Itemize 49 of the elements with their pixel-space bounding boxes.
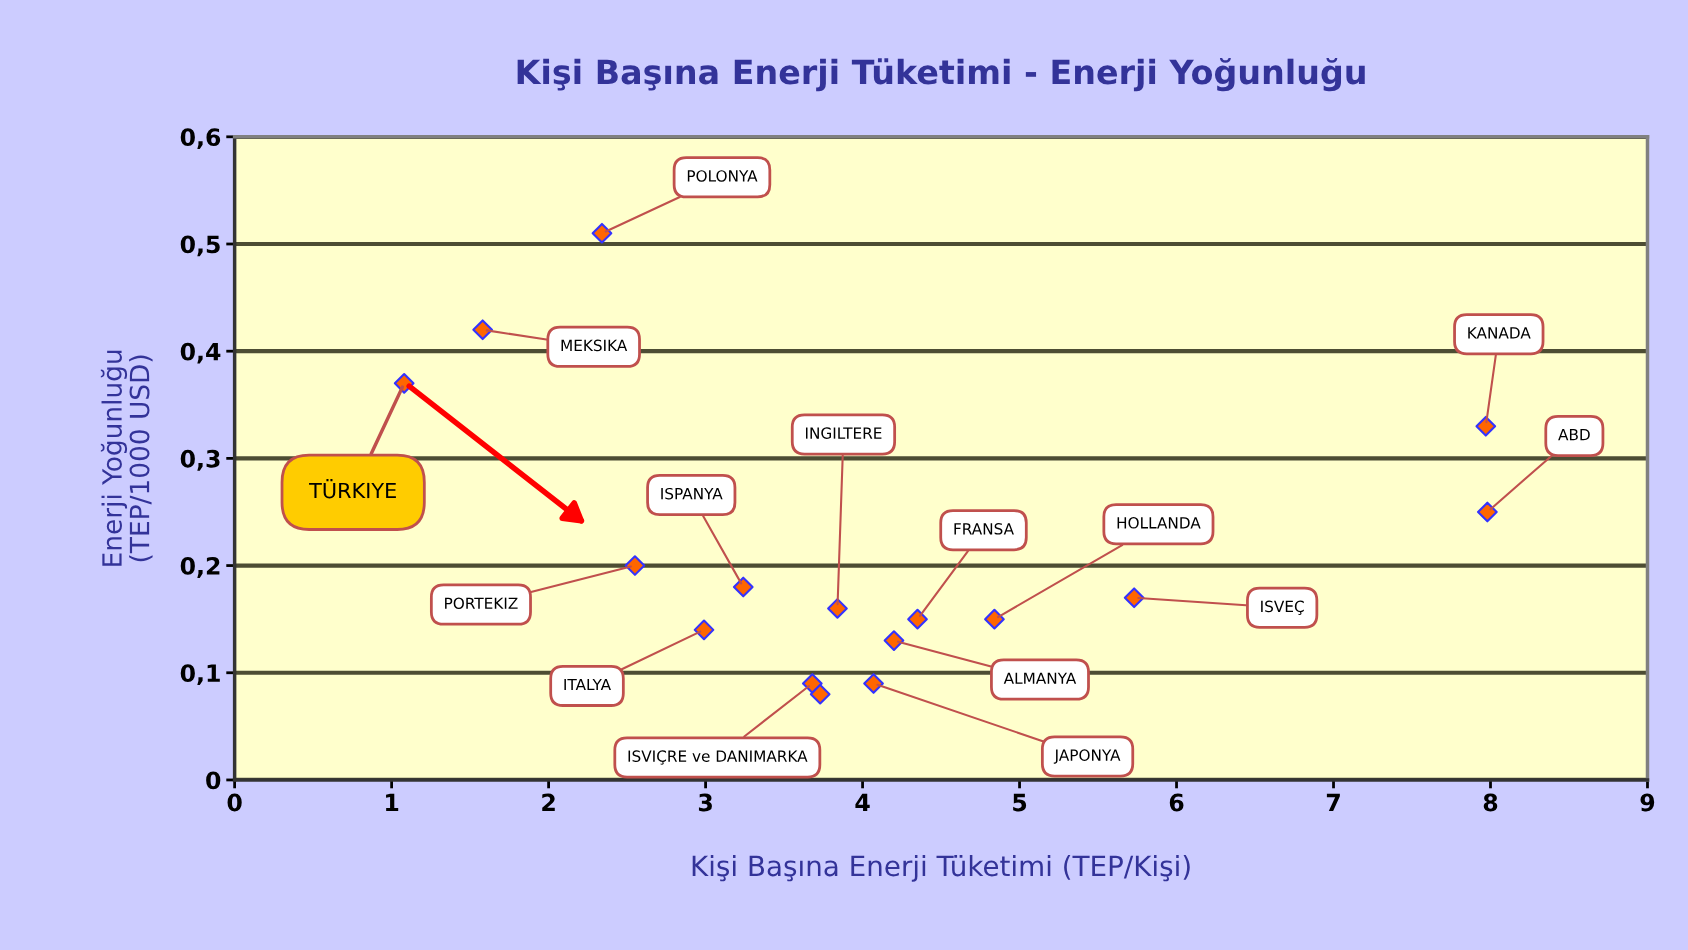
x-axis-title: Kişi Başına Enerji Tüketimi (TEP/Kişi) xyxy=(692,854,1190,882)
annotation: MEKSIKA xyxy=(561,339,628,352)
x-tick-label: 1 xyxy=(386,793,399,812)
y-tick-label: 0,5 xyxy=(180,235,220,257)
x-tick-label: 8 xyxy=(1483,793,1498,812)
x-tick-label: 9 xyxy=(1640,793,1655,812)
point xyxy=(591,222,613,244)
annotation: KANADA xyxy=(1468,327,1531,339)
x-tick-label: 4 xyxy=(855,793,870,812)
point xyxy=(1477,501,1498,523)
point xyxy=(624,555,646,576)
annotation: TÜRKIYE xyxy=(309,479,396,499)
point xyxy=(827,598,848,619)
annotation: ISPANYA xyxy=(661,487,723,500)
y-tick-label: 0 xyxy=(206,771,221,790)
y-tick-label: 0,4 xyxy=(180,342,221,364)
x-tick-label: 3 xyxy=(698,793,712,812)
annotation: ISVEÇ xyxy=(1261,600,1304,615)
chart-title: Kişi Başına Enerji Tüketimi - Enerji Yoğunluğu xyxy=(517,57,1365,92)
y-tick-label: 0,2 xyxy=(180,557,220,578)
y-axis-title: Enerji Yoğunluğu (TEP/1000 USD) xyxy=(100,350,153,566)
annotation: ITALYA xyxy=(564,678,611,691)
annotation: ISVIÇRE ve DANIMARKA xyxy=(628,750,808,765)
annotation: POLONYA xyxy=(687,170,758,182)
annotation: PORTEKIZ xyxy=(445,597,518,609)
point xyxy=(907,608,928,630)
point xyxy=(1475,415,1497,437)
point xyxy=(984,608,1005,630)
x-tick-label: 6 xyxy=(1169,793,1184,812)
point xyxy=(1123,587,1145,609)
y-tick-label: 0,1 xyxy=(180,664,220,686)
point xyxy=(472,319,494,341)
x-tick-label: 2 xyxy=(542,793,555,812)
point xyxy=(732,576,754,598)
x-tick-label: 7 xyxy=(1326,793,1340,812)
annotation: ALMANYA xyxy=(1003,672,1077,684)
annotation: ABD xyxy=(1558,429,1590,441)
point xyxy=(883,630,905,651)
annotation: HOLLANDA xyxy=(1117,517,1201,529)
x-tick-label: 5 xyxy=(1013,793,1027,812)
point xyxy=(693,619,715,641)
annotation: INGILTERE xyxy=(805,427,882,439)
x-tick-label: 0 xyxy=(227,793,242,812)
point xyxy=(863,673,884,694)
y-tick-label: 0,3 xyxy=(180,449,220,471)
point xyxy=(809,683,831,705)
y-tick-label: 0,6 xyxy=(180,128,221,150)
annotation: FRANSA xyxy=(954,523,1014,535)
annotation: JAPONYA xyxy=(1053,749,1121,764)
